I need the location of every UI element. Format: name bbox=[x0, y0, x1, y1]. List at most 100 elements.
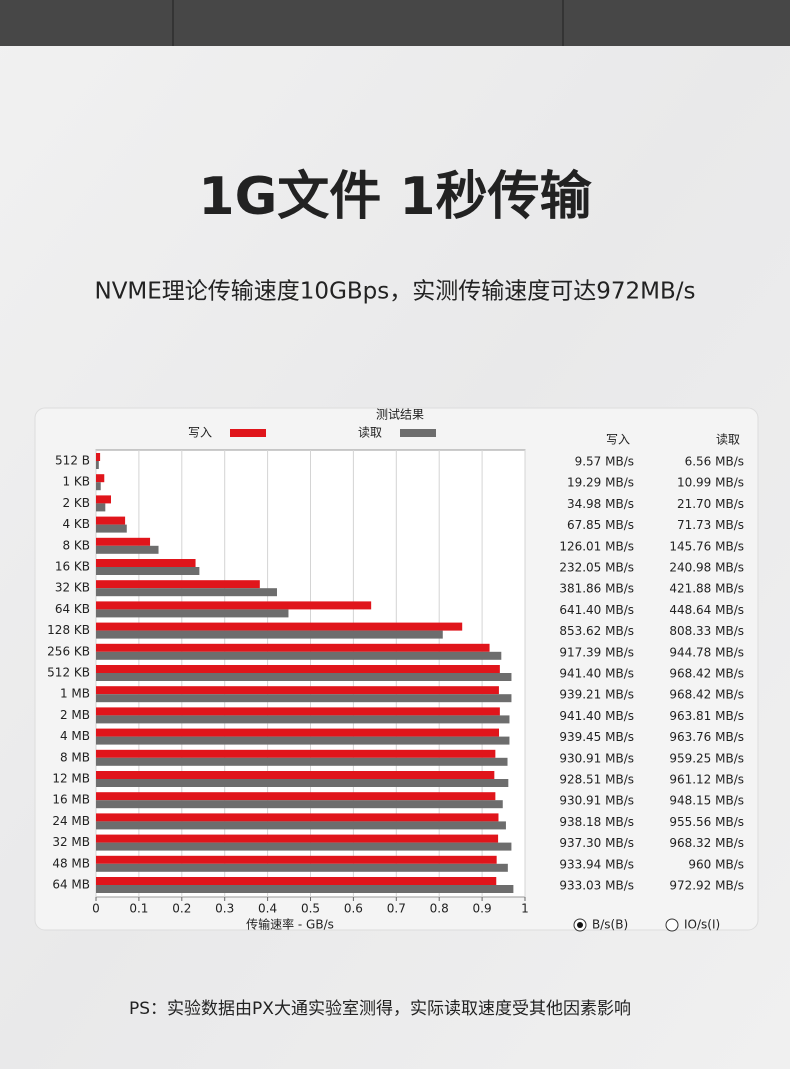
bar bbox=[96, 651, 502, 660]
table-value: 641.40 MB/s bbox=[559, 603, 634, 617]
legend-label: 读取 bbox=[358, 426, 382, 440]
legend-swatch bbox=[230, 429, 266, 437]
bar bbox=[96, 707, 500, 716]
table-header: 读取 bbox=[716, 433, 740, 447]
table-value: 126.01 MB/s bbox=[559, 539, 634, 553]
bar bbox=[96, 792, 496, 801]
table-value: 917.39 MB/s bbox=[559, 645, 634, 659]
y-tick-label: 1 MB bbox=[60, 687, 90, 701]
radio-label[interactable]: B/s(B) bbox=[592, 918, 628, 932]
bar bbox=[96, 588, 277, 597]
bar bbox=[96, 495, 112, 504]
bar bbox=[96, 813, 499, 822]
bar bbox=[96, 842, 512, 851]
table-header: 写入 bbox=[606, 433, 630, 447]
bar bbox=[96, 749, 496, 758]
table-value: 941.40 MB/s bbox=[559, 709, 634, 723]
bar bbox=[96, 503, 106, 512]
table-value: 968.32 MB/s bbox=[669, 836, 744, 850]
y-tick-label: 8 KB bbox=[62, 538, 90, 552]
table-value: 963.81 MB/s bbox=[669, 709, 744, 723]
y-tick-label: 48 MB bbox=[52, 856, 90, 870]
x-tick-label: 0.3 bbox=[215, 902, 234, 916]
table-value: 145.76 MB/s bbox=[669, 539, 744, 553]
table-value: 19.29 MB/s bbox=[567, 476, 634, 490]
bar bbox=[96, 715, 510, 724]
bar bbox=[96, 609, 289, 618]
y-tick-label: 512 B bbox=[55, 454, 90, 468]
bar bbox=[96, 863, 508, 872]
bar bbox=[96, 877, 497, 885]
x-axis-label: 传输速率 - GB/s bbox=[246, 917, 334, 932]
y-tick-label: 16 KB bbox=[55, 560, 90, 574]
table-value: 933.03 MB/s bbox=[559, 879, 634, 893]
bar bbox=[96, 474, 105, 483]
y-tick-label: 2 MB bbox=[60, 708, 90, 722]
y-tick-label: 8 MB bbox=[60, 750, 90, 764]
bar bbox=[96, 559, 196, 567]
y-tick-label: 32 MB bbox=[52, 835, 90, 849]
y-tick-label: 4 KB bbox=[62, 517, 90, 531]
bar bbox=[96, 643, 490, 652]
title: 1G文件 1秒传输 bbox=[198, 167, 592, 227]
table-value: 960 MB/s bbox=[688, 857, 744, 871]
table-value: 928.51 MB/s bbox=[559, 773, 634, 787]
bar bbox=[96, 630, 443, 639]
bar bbox=[96, 516, 126, 525]
radio-dot bbox=[577, 922, 583, 928]
x-tick-label: 0.7 bbox=[387, 902, 406, 916]
y-tick-label: 16 MB bbox=[52, 793, 90, 807]
y-tick-label: 128 KB bbox=[47, 623, 90, 637]
table-value: 232.05 MB/s bbox=[559, 561, 634, 575]
legend-label: 写入 bbox=[188, 426, 212, 440]
table-value: 948.15 MB/s bbox=[669, 794, 744, 808]
bar bbox=[96, 694, 512, 703]
bar bbox=[96, 580, 260, 589]
table-value: 963.76 MB/s bbox=[669, 730, 744, 744]
y-tick-label: 32 KB bbox=[55, 581, 90, 595]
radio-button[interactable] bbox=[665, 918, 679, 932]
bar bbox=[96, 800, 503, 809]
table-value: 941.40 MB/s bbox=[559, 667, 634, 681]
table-value: 381.86 MB/s bbox=[559, 582, 634, 596]
bar bbox=[96, 482, 101, 491]
radio-label[interactable]: IO/s(I) bbox=[684, 918, 720, 932]
table-value: 933.94 MB/s bbox=[559, 857, 634, 871]
bar bbox=[96, 771, 495, 779]
table-value: 937.30 MB/s bbox=[559, 836, 634, 850]
table-value: 930.91 MB/s bbox=[559, 794, 634, 808]
x-tick-label: 0.4 bbox=[258, 902, 277, 916]
x-tick-label: 0.9 bbox=[473, 902, 492, 916]
y-tick-label: 512 KB bbox=[47, 666, 90, 680]
bar bbox=[96, 686, 499, 695]
table-value: 968.42 MB/s bbox=[669, 667, 744, 681]
y-tick-label: 12 MB bbox=[52, 772, 90, 786]
table-value: 421.88 MB/s bbox=[669, 582, 744, 596]
bar bbox=[96, 736, 510, 745]
x-tick-label: 0.6 bbox=[344, 902, 363, 916]
table-value: 930.91 MB/s bbox=[559, 751, 634, 765]
table-value: 240.98 MB/s bbox=[669, 561, 744, 575]
bar bbox=[96, 524, 127, 533]
table-value: 71.73 MB/s bbox=[677, 518, 744, 532]
legend-swatch bbox=[400, 429, 436, 437]
table-value: 939.21 MB/s bbox=[559, 688, 634, 702]
x-tick-label: 0.8 bbox=[430, 902, 449, 916]
bar bbox=[96, 622, 463, 631]
table-value: 67.85 MB/s bbox=[567, 518, 634, 532]
table-value: 21.70 MB/s bbox=[677, 497, 744, 511]
table-value: 448.64 MB/s bbox=[669, 603, 744, 617]
table-value: 808.33 MB/s bbox=[669, 624, 744, 638]
x-tick-label: 0 bbox=[92, 902, 100, 916]
bar bbox=[96, 821, 506, 830]
x-tick-label: 0.2 bbox=[172, 902, 191, 916]
y-tick-label: 1 KB bbox=[62, 475, 90, 489]
y-tick-label: 64 MB bbox=[52, 878, 90, 892]
bar bbox=[96, 779, 509, 787]
bar bbox=[96, 757, 508, 766]
bar bbox=[96, 665, 500, 673]
x-tick-label: 0.5 bbox=[301, 902, 320, 916]
subtitle: NVME理论传输速度10GBps，实测传输速度可达972MB/s bbox=[94, 279, 695, 305]
table-value: 959.25 MB/s bbox=[669, 751, 744, 765]
